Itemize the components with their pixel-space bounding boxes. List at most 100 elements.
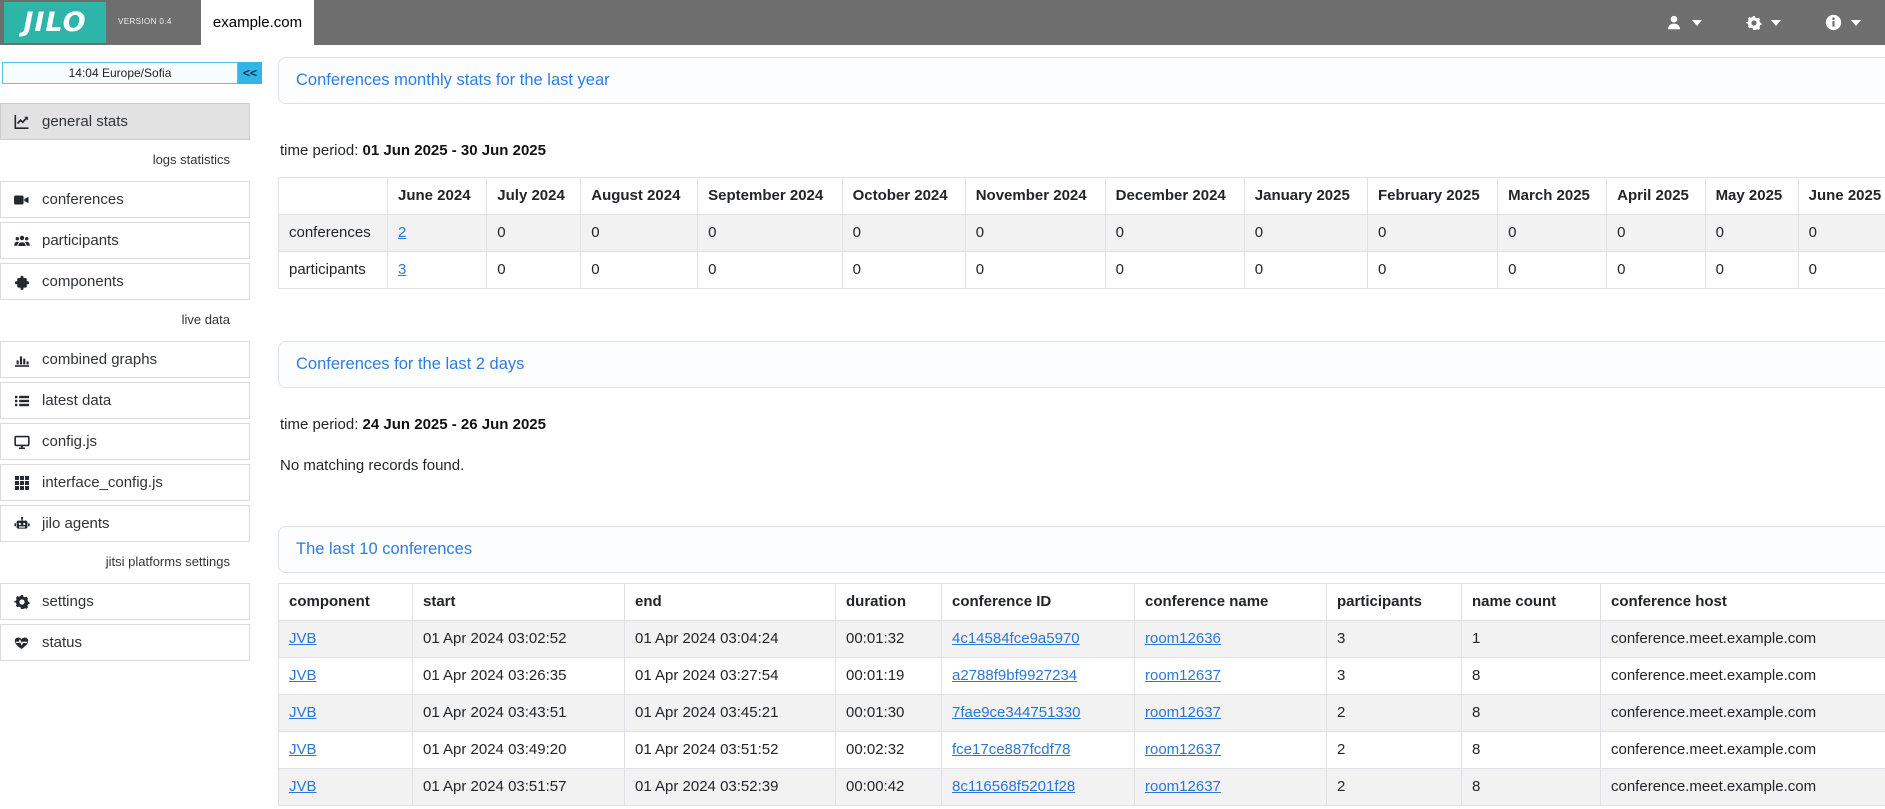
table-cell: room12637 [1134, 731, 1327, 769]
gear-icon [1746, 15, 1762, 31]
column-header: conference host [1600, 583, 1885, 621]
section-heading-last-10-conferences[interactable]: The last 10 conferences [278, 526, 1885, 573]
table-cell: 0 [1704, 251, 1799, 289]
table-cell: 0 [697, 251, 843, 289]
section-title: Conferences for the last 2 days [296, 355, 525, 373]
clock-display: 14:04 Europe/Sofia [2, 62, 238, 84]
table-link[interactable]: room12636 [1145, 630, 1221, 647]
table-link[interactable]: 3 [398, 261, 407, 278]
column-header: conference name [1134, 583, 1327, 621]
user-icon [1665, 14, 1683, 31]
table-cell: 0 [841, 251, 966, 289]
table-header-row: component start end duration conference ID co… [278, 583, 1885, 621]
time-period-label: time period: [280, 142, 359, 159]
table-link[interactable]: fce17ce887fcdf78 [952, 741, 1071, 758]
column-header: name count [1461, 583, 1601, 621]
app-logo[interactable]: JILO [4, 2, 106, 43]
sidebar-item-label: latest data [42, 392, 112, 409]
table-cell: conference.meet.example.com [1600, 694, 1885, 732]
table-cell: 0 [841, 214, 966, 252]
table-cell: 8 [1461, 768, 1601, 806]
column-header: October 2024 [841, 177, 966, 215]
table-row: JVB 01 Apr 2024 03:02:52 01 Apr 2024 03:04… [278, 620, 1885, 658]
sidebar-item-participants[interactable]: participants [0, 222, 250, 259]
column-header: April 2025 [1606, 177, 1706, 215]
time-period-recent: time period: 24 Jun 2025 - 26 Jun 2025 [280, 416, 1885, 433]
table-cell: a2788f9bf9927234 [941, 657, 1135, 695]
sidebar-item-interface-config-js[interactable]: interface_config.js [0, 464, 250, 501]
column-header: August 2024 [580, 177, 699, 215]
table-row: JVB 01 Apr 2024 03:43:51 01 Apr 2024 03:45… [278, 694, 1885, 732]
table-cell: 2 [1326, 768, 1462, 806]
desktop-icon [12, 434, 31, 450]
info-menu[interactable] [1825, 14, 1861, 31]
table-cell: 2 [386, 214, 488, 252]
section-heading-last-2-days[interactable]: Conferences for the last 2 days [278, 341, 1885, 388]
table-cell: fce17ce887fcdf78 [941, 731, 1135, 769]
table-cell: room12637 [1134, 657, 1327, 695]
grid-icon [12, 475, 31, 491]
table-cell: 0 [1104, 251, 1245, 289]
table-link[interactable]: 2 [398, 224, 407, 241]
table-cell: 0 [1366, 251, 1499, 289]
table-link[interactable]: room12637 [1145, 778, 1221, 795]
sidebar-item-settings[interactable]: settings [0, 583, 250, 620]
sidebar-section-jitsi-platforms-settings: jitsi platforms settings [105, 554, 230, 569]
table-link[interactable]: a2788f9bf9927234 [952, 667, 1078, 684]
clock-row: 14:04 Europe/Sofia << [2, 62, 266, 84]
table-link[interactable]: JVB [289, 667, 317, 684]
column-header: December 2024 [1104, 177, 1245, 215]
section-heading-monthly-stats[interactable]: Conferences monthly stats for the last y… [278, 57, 1885, 104]
table-cell: 00:01:30 [835, 694, 942, 732]
user-menu[interactable] [1665, 14, 1702, 31]
table-cell: 0 [1243, 251, 1368, 289]
column-header: June 2025 [1797, 177, 1885, 215]
sidebar-item-label: components [42, 273, 124, 290]
sidebar-item-config-js[interactable]: config.js [0, 423, 250, 460]
time-period-value: 24 Jun 2025 - 26 Jun 2025 [362, 416, 546, 433]
table-link[interactable]: JVB [289, 630, 317, 647]
sidebar-collapse-button[interactable]: << [238, 62, 262, 84]
settings-menu[interactable] [1746, 15, 1781, 31]
table-cell: participants [278, 251, 388, 289]
table-cell: 01 Apr 2024 03:51:57 [412, 768, 625, 806]
app-version: VERSION 0.4 [118, 17, 172, 26]
info-icon [1825, 14, 1842, 31]
table-cell: 0 [486, 214, 582, 252]
chart-line-icon [12, 114, 31, 130]
robot-icon [12, 516, 31, 532]
sidebar-item-label: jilo agents [42, 515, 110, 532]
table-cell: 3 [1326, 620, 1462, 658]
table-link[interactable]: room12637 [1145, 704, 1221, 721]
table-link[interactable]: 8c116568f5201f28 [952, 778, 1076, 795]
table-link[interactable]: 7fae9ce344751330 [952, 704, 1081, 721]
sidebar-item-combined-graphs[interactable]: combined graphs [0, 341, 250, 378]
table-link[interactable]: JVB [289, 778, 317, 795]
table-cell: 8 [1461, 657, 1601, 695]
header-menus [1665, 0, 1861, 45]
sidebar-item-general-stats[interactable]: general stats [0, 103, 250, 140]
table-link[interactable]: room12637 [1145, 741, 1221, 758]
table-link[interactable]: room12637 [1145, 667, 1221, 684]
sidebar-item-jilo-agents[interactable]: jilo agents [0, 505, 250, 542]
table-link[interactable]: JVB [289, 704, 317, 721]
sidebar-item-latest-data[interactable]: latest data [0, 382, 250, 419]
table-cell: JVB [278, 694, 413, 732]
table-cell: conference.meet.example.com [1600, 731, 1885, 769]
sidebar-item-label: conferences [42, 191, 124, 208]
column-header [278, 177, 388, 215]
top-header: JILO VERSION 0.4 example.com [0, 0, 1885, 45]
sidebar-item-conferences[interactable]: conferences [0, 181, 250, 218]
table-cell: 0 [1797, 251, 1885, 289]
table-link[interactable]: JVB [289, 741, 317, 758]
table-cell: 01 Apr 2024 03:26:35 [412, 657, 625, 695]
column-header: duration [835, 583, 942, 621]
sidebar-item-status[interactable]: status [0, 624, 250, 661]
sidebar-item-components[interactable]: components [0, 263, 250, 300]
column-header: November 2024 [964, 177, 1106, 215]
table-cell: 0 [1606, 214, 1706, 252]
table-link[interactable]: 4c14584fce9a5970 [952, 630, 1080, 647]
sidebar: 14:04 Europe/Sofia << general stats logs … [0, 45, 266, 665]
tab-platform[interactable]: example.com [201, 0, 314, 45]
video-icon [12, 192, 31, 208]
